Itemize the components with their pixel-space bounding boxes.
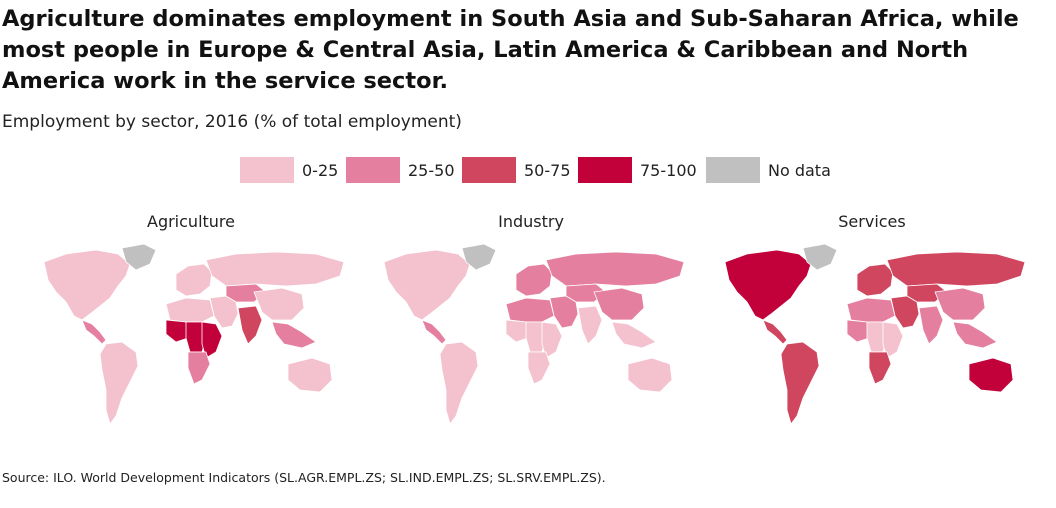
source-note: Source: ILO. World Development Indicator…	[2, 470, 606, 485]
region-southern-africa	[527, 351, 551, 385]
legend-swatch-25-50	[346, 157, 400, 183]
region-north-america	[724, 249, 812, 321]
world-map-industry	[383, 243, 685, 425]
legend-swatch-75-100	[578, 157, 632, 183]
region-southeast-asia	[611, 321, 657, 349]
chart-subtitle: Employment by sector, 2016 (% of total e…	[2, 112, 462, 132]
region-greenland	[121, 243, 157, 271]
region-north-america	[383, 249, 471, 321]
map-title-services: Services	[838, 212, 906, 231]
legend-label-0-25: 0-25	[302, 161, 339, 180]
legend: 0-25 25-50 50-75 75-100 No data	[0, 157, 1056, 185]
region-europe	[856, 263, 894, 297]
region-south-america	[99, 341, 139, 425]
legend-label-25-50: 25-50	[408, 161, 455, 180]
region-middle-east	[209, 295, 239, 329]
region-southern-africa	[868, 351, 892, 385]
region-australia	[287, 357, 333, 393]
world-map-agriculture	[43, 243, 345, 425]
region-southeast-asia	[952, 321, 998, 349]
region-north-africa	[505, 297, 555, 323]
region-south-asia	[918, 305, 944, 345]
legend-swatch-no-data	[706, 157, 760, 183]
region-australia	[627, 357, 673, 393]
region-west-africa	[846, 319, 870, 343]
region-middle-east	[890, 295, 920, 329]
region-russia	[886, 251, 1026, 287]
region-west-africa	[165, 319, 189, 343]
region-south-asia	[237, 305, 263, 345]
map-title-agriculture: Agriculture	[147, 212, 235, 231]
region-russia	[205, 251, 345, 287]
region-southeast-asia	[271, 321, 317, 349]
region-central-america	[421, 319, 447, 345]
region-west-africa	[505, 319, 529, 343]
region-russia	[545, 251, 685, 287]
region-middle-east	[549, 295, 579, 329]
region-south-asia	[577, 305, 603, 345]
region-china	[934, 287, 986, 321]
map-panel-services: Services	[707, 212, 1037, 452]
region-north-africa	[846, 297, 896, 323]
legend-label-75-100: 75-100	[640, 161, 697, 180]
map-panel-agriculture: Agriculture	[26, 212, 356, 452]
map-title-industry: Industry	[498, 212, 564, 231]
region-greenland	[802, 243, 838, 271]
region-east-africa	[541, 321, 563, 359]
region-europe	[175, 263, 213, 297]
region-south-america	[780, 341, 820, 425]
region-central-america	[81, 319, 107, 345]
legend-swatch-50-75	[462, 157, 516, 183]
region-greenland	[461, 243, 497, 271]
region-north-africa	[165, 297, 215, 323]
region-north-america	[43, 249, 131, 321]
region-east-africa	[201, 321, 223, 359]
region-southern-africa	[187, 351, 211, 385]
map-panel-industry: Industry	[366, 212, 696, 452]
legend-swatch-0-25	[240, 157, 294, 183]
region-china	[253, 287, 305, 321]
world-map-services	[724, 243, 1026, 425]
legend-label-no-data: No data	[768, 161, 831, 180]
chart-title: Agriculture dominates employment in Sout…	[2, 6, 1019, 94]
region-australia	[968, 357, 1014, 393]
region-south-america	[439, 341, 479, 425]
legend-label-50-75: 50-75	[524, 161, 571, 180]
region-central-america	[762, 319, 788, 345]
region-europe	[515, 263, 553, 297]
region-china	[593, 287, 645, 321]
region-east-africa	[882, 321, 904, 359]
